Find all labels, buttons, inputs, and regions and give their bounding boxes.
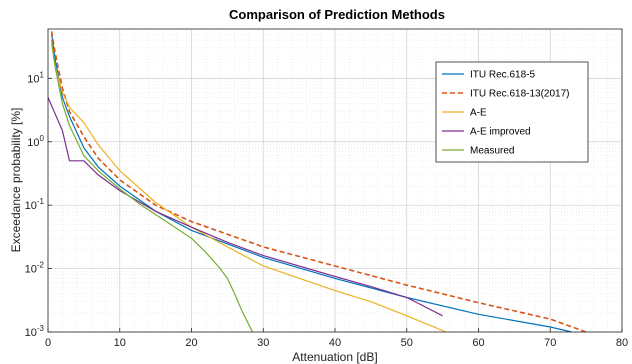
legend-label-3: A-E <box>470 108 487 119</box>
chart-title: Comparison of Prediction Methods <box>229 7 445 22</box>
x-tick-label: 70 <box>544 337 556 349</box>
y-ticks: 10-3 10-2 10-1 100 101 <box>25 70 52 339</box>
legend-label-4: A-E improved <box>470 127 531 138</box>
y-axis-label: Exceedance probability [%] <box>9 108 23 253</box>
x-tick-label: 40 <box>329 337 341 349</box>
x-ticks: 0 10 20 30 40 50 60 70 80 <box>45 328 628 349</box>
x-tick-label: 80 <box>616 337 628 349</box>
y-tick-label: 10-2 <box>25 261 45 276</box>
legend-label-1: ITU Rec.618-5 <box>470 70 535 81</box>
series-group <box>48 31 587 332</box>
series-line-5 <box>51 40 254 332</box>
y-tick-label: 100 <box>27 134 44 149</box>
x-tick-label: 60 <box>472 337 484 349</box>
y-tick-label: 10-1 <box>25 197 45 212</box>
y-tick-label: 10-3 <box>25 324 45 339</box>
x-tick-label: 10 <box>114 337 126 349</box>
legend-label-2: ITU Rec.618-13(2017) <box>470 89 570 100</box>
x-tick-label: 50 <box>401 337 413 349</box>
x-tick-label: 30 <box>257 337 269 349</box>
x-tick-label: 0 <box>45 337 51 349</box>
series-line-4 <box>48 97 443 317</box>
legend: ITU Rec.618-5 ITU Rec.618-13(2017) A-E A-E … <box>435 61 589 163</box>
series-line-2 <box>50 31 587 332</box>
legend-label-5: Measured <box>470 146 514 157</box>
series-line-3 <box>51 43 447 332</box>
x-tick-label: 20 <box>185 337 197 349</box>
x-axis-label: Attenuation [dB] <box>292 350 377 364</box>
y-tick-label: 101 <box>27 70 44 85</box>
